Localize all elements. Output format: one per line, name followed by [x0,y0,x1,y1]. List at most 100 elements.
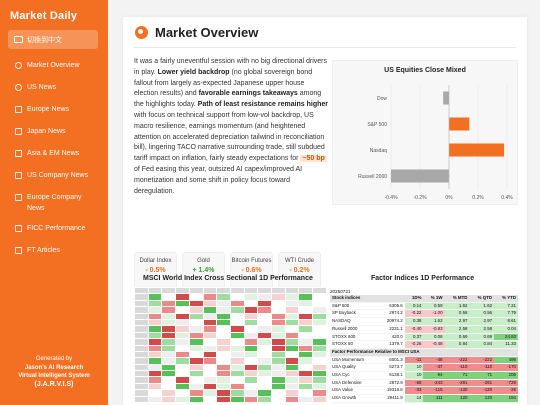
table-cell: -65 [404,379,424,388]
table-cell: 2974.2 [378,309,405,319]
heatmap-cell [312,287,327,295]
equities-chart: US Equities Close Mixed -0.4% -0.2% 0% 0.2%… [332,60,518,205]
heatmap-row [134,331,327,340]
table-row: USA Value 19316.8 -33 -115 -130 -130 -26 [330,386,518,396]
table-cell: 0.69 [469,333,495,342]
table-row: S&P 500 6305.6 0.14 0.59 1.62 1.62 7.21 [330,302,518,311]
category-label: Dow [377,96,387,102]
heatmap-cell [312,293,327,301]
sidebar-item-us-company-news[interactable]: US Company News [0,170,108,181]
table-cell: 2.97 [444,317,470,326]
table-row: STOXX 600 420.0 0.37 0.06 0.69 0.69 24.83 [330,333,518,342]
table-row: STOXX 50 1379.7 -0.26 -0.48 0.84 0.84 11.33 [330,340,518,349]
para-text-2: (no global sovereign bond fallout from l… [134,68,313,98]
globe-icon [15,84,22,91]
asset-change: - 0.5% [145,267,166,274]
category-label: Russell 2000 [358,174,387,180]
heatmap-cell [312,338,327,346]
sidebar-item-label: US Company News [27,172,89,179]
asset-name: Bitcoin Futures [231,258,272,264]
divider [134,47,516,48]
chart-title: US Equities Close Mixed [384,67,466,74]
heatmap-cell [312,370,327,378]
overview-paragraph: It was a fairly uneventful session with … [134,57,330,197]
heatmap-row [134,363,327,372]
globe-icon [135,26,148,39]
bank-icon [15,128,22,135]
table-cell: 10 [404,363,424,373]
sidebar-nav: Market Overview US News Europe News Japan N… [0,60,108,267]
heatmap-cell [312,306,327,314]
heatmap-cell [271,395,286,404]
heatmap-cell [216,395,231,404]
store-icon [15,150,22,157]
table-cell: 6001.3 [378,356,405,365]
heatmap-row [134,338,327,346]
table-cell: USA Cyc [330,371,379,380]
footer-line-2: Jason's AI Research [24,364,84,371]
table-cell: -26 [494,386,518,396]
table-cell: -48 [423,356,445,365]
table-cell: 194 [494,394,518,403]
table-row: NASDAQ 20974.2 0.38 1.62 2.97 2.97 8.61 [330,317,518,326]
heatmap-row [134,293,327,301]
table-cell: -115 [423,386,445,396]
para-bold-3: Path of least resistance remains higher [197,101,329,109]
heatmap-cell [257,395,273,404]
table-cell: -291 [469,379,495,388]
heatmap-cell [134,395,149,404]
table-cell: Russell 2000 [330,325,379,334]
table-cell: 0.56 [444,309,470,319]
sidebar-item-europe-news[interactable]: Europe News [0,104,108,115]
table-row: SP Buyback 2974.2 -0.22 -1.00 0.56 0.56 7.79 [330,309,518,319]
table-row: USA Quality 6273.7 10 -37 -110 -110 -170 [330,363,518,373]
sidebar-item-label: Europe News [27,106,70,113]
table-cell: -291 [444,379,470,388]
table-cell: 29411.9 [378,394,405,403]
sidebar-item-ft-articles[interactable]: FT Articles [0,245,108,256]
table-cell: 0.06 [423,333,445,342]
table-cell: -37 [423,363,445,373]
heatmap-row [134,344,327,352]
table-cell: 1.62 [444,302,470,311]
language-toggle-button[interactable]: 切換到中文 [8,30,98,49]
heatmap-row [134,350,327,359]
sidebar-item-asia-em-news[interactable]: Asia & EM News [0,148,108,159]
table-subheader: Factor Performance Relative to MSCI USA [330,348,518,357]
sidebar-item-market-overview[interactable]: Market Overview [0,60,108,71]
chart-bar [449,117,470,131]
sidebar-item-label: FT Articles [27,247,60,254]
chart-bar [391,169,449,183]
table-cell: -0.40 [404,325,424,334]
heatmap-row [134,382,327,391]
heatmap-cell [229,395,245,404]
language-toggle-label: 切換到中文 [27,36,62,44]
table-cell: 2872.9 [378,379,405,388]
table-row: Russell 2000 2231.1 -0.40 -0.83 2.58 2.58 0.04 [330,325,518,334]
heatmap-cell [312,318,327,327]
table-cell: 0.38 [404,317,424,326]
heatmap-cell [312,325,327,333]
table-cell: -130 [444,386,470,396]
asset-tiles: Dollar Index - 0.5% Gold + 1.4% Bitcoin Futu… [134,252,321,290]
heatmap-row [134,299,327,308]
sidebar-item-us-news[interactable]: US News [0,82,108,93]
table-cell: 7.21 [494,302,518,311]
table-row: USA Defensive 2872.9 -65 -243 -291 -291 -729 [330,379,518,388]
factor-table: 20250721 Stock indices 1D%% 1W% MTD% QTD%… [330,288,518,405]
heatmap-cell [312,331,327,340]
heatmap-row [134,389,327,397]
sidebar-item-europe-company-news[interactable]: Europe Company News [0,192,108,214]
fed-easing-highlight: ~50 bp [300,155,327,163]
table-cell: -0.48 [423,340,445,349]
sidebar-item-japan-news[interactable]: Japan News [0,126,108,137]
table-cell: -243 [423,379,445,388]
table-cell: 1.62 [469,302,495,311]
sidebar-item-ficc-performance[interactable]: FICC Performance [0,223,108,234]
table-cell: STOXX 50 [330,340,379,349]
heatmap-cell [175,395,190,404]
sidebar-item-label: FICC Performance [27,225,86,232]
sidebar-item-label: US News [27,84,57,91]
table-cell: 0.04 [494,325,518,334]
table-cell: USA Momentum [330,356,379,365]
